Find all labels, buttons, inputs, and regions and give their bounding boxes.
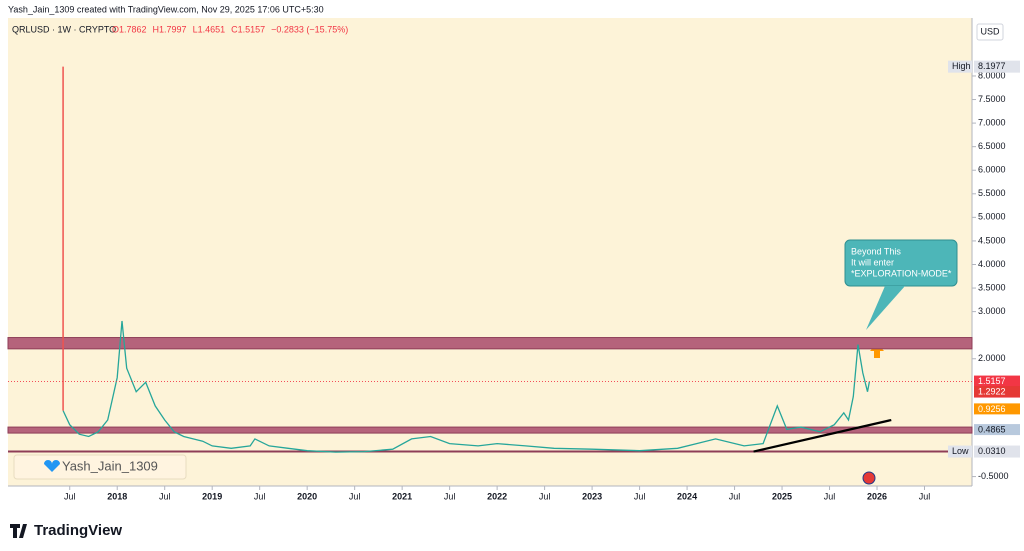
tv-logo: [10, 524, 27, 538]
high-name-box: [948, 60, 972, 73]
legend-item: −0.2833 (−15.75%): [271, 24, 348, 34]
low-name: Low: [952, 446, 969, 456]
price-label-box: [974, 424, 1020, 436]
x-tick-label: 2026: [867, 491, 887, 501]
x-tick-label: 2018: [107, 491, 127, 501]
symbol: QRLUSD · 1W · CRYPTO: [12, 24, 116, 34]
low-label: 0.0310: [978, 446, 1006, 456]
x-tick-label: Jul: [444, 491, 456, 501]
price-label: 1.2922: [978, 386, 1006, 396]
y-tick-label: 5.5000: [978, 188, 1006, 198]
y-tick-label: 7.5000: [978, 94, 1006, 104]
y-tick-label: 5.0000: [978, 212, 1006, 222]
callout-line: It will enter: [851, 257, 894, 267]
x-tick-label: 2022: [487, 491, 507, 501]
x-tick-label: 2023: [582, 491, 602, 501]
heart-icon: [44, 460, 60, 472]
y-tick-label: 4.5000: [978, 235, 1006, 245]
legend-item: L1.4651: [193, 24, 226, 34]
y-tick-label: -0.5000: [978, 471, 1009, 481]
low-name-box: [948, 445, 972, 458]
currency: USD: [980, 26, 1000, 36]
x-tick-label: Jul: [64, 491, 76, 501]
trendline: [753, 418, 892, 453]
y-tick-label: 6.5000: [978, 141, 1006, 151]
currency-box: [976, 23, 1004, 41]
x-tick-label: 2021: [392, 491, 412, 501]
y-tick-label: 4.0000: [978, 259, 1006, 269]
brand: TradingView: [34, 522, 122, 539]
high-name: High: [952, 61, 971, 71]
legend-item: H1.7997: [153, 24, 187, 34]
callout-pointer: [866, 286, 905, 330]
resistance-band: [7, 337, 973, 350]
legend-item: C1.5157: [231, 24, 265, 34]
x-tick-label: 2025: [772, 491, 792, 501]
up-arrow: [870, 343, 884, 358]
flag-icon: [862, 471, 876, 485]
plot-area: [8, 18, 972, 486]
high-label-box: [974, 60, 1020, 73]
y-tick-label: 6.0000: [978, 165, 1006, 175]
x-tick-label: Jul: [254, 491, 266, 501]
x-tick-label: Jul: [824, 491, 836, 501]
x-tick-label: Jul: [349, 491, 361, 501]
watermark: Yash_Jain_1309: [62, 458, 158, 473]
y-tick-label: 7.0000: [978, 117, 1006, 127]
x-tick-label: 2020: [297, 491, 317, 501]
x-tick-label: Jul: [634, 491, 646, 501]
price-label: 0.9256: [978, 404, 1006, 414]
callout-line: *EXPLORATION-MODE*: [851, 268, 952, 278]
header: Yash_Jain_1309 created with TradingView.…: [8, 4, 324, 14]
y-tick-label: 2.0000: [978, 353, 1006, 363]
low-label-box: [974, 445, 1020, 458]
price-label-box: [974, 386, 1020, 398]
y-tick-label: 3.0000: [978, 306, 1006, 316]
legend-item: O1.7862: [112, 24, 147, 34]
ohlc-legend: O1.7862 H1.7997 L1.4651 C1.5157 −0.2833 (−15…: [112, 24, 348, 34]
support-band: [7, 426, 973, 434]
price-label-box: [974, 403, 1020, 415]
y-tick-label: 3.5000: [978, 282, 1006, 292]
x-tick-label: Jul: [539, 491, 551, 501]
x-tick-label: Jul: [159, 491, 171, 501]
price-line: [62, 320, 871, 453]
y-tick-label: 8.0000: [978, 70, 1006, 80]
x-tick-label: 2024: [677, 491, 697, 501]
x-tick-label: Jul: [729, 491, 741, 501]
x-tick-label: Jul: [919, 491, 931, 501]
callout-line: Beyond This: [851, 246, 901, 256]
x-tick-label: 2019: [202, 491, 222, 501]
price-label: 0.4865: [978, 424, 1006, 434]
price-label: 1.5157: [978, 376, 1006, 386]
high-label: 8.1977: [978, 61, 1006, 71]
